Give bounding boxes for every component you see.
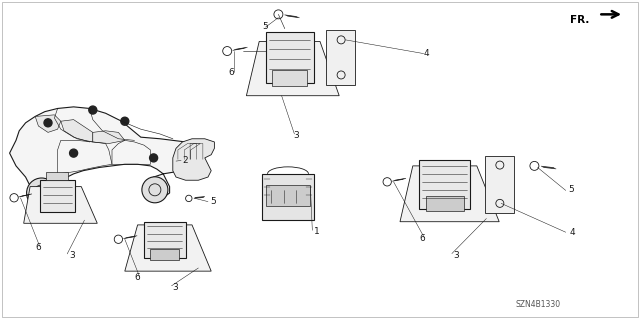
Polygon shape bbox=[125, 225, 211, 271]
Polygon shape bbox=[10, 107, 205, 198]
Text: 6: 6 bbox=[36, 243, 41, 252]
Circle shape bbox=[44, 119, 52, 127]
Text: 3: 3 bbox=[453, 251, 458, 260]
Polygon shape bbox=[150, 249, 179, 260]
Text: 4: 4 bbox=[424, 49, 429, 58]
Polygon shape bbox=[182, 147, 205, 167]
Polygon shape bbox=[93, 131, 125, 144]
Polygon shape bbox=[40, 180, 75, 212]
Circle shape bbox=[121, 117, 129, 125]
Circle shape bbox=[89, 106, 97, 114]
Text: SZN4B1330: SZN4B1330 bbox=[515, 300, 560, 309]
Polygon shape bbox=[419, 160, 470, 209]
Polygon shape bbox=[61, 120, 93, 142]
Polygon shape bbox=[266, 32, 314, 83]
Text: 2: 2 bbox=[182, 156, 188, 165]
Polygon shape bbox=[24, 187, 97, 223]
Text: FR.: FR. bbox=[570, 15, 589, 25]
Text: 6: 6 bbox=[420, 234, 425, 243]
Text: 4: 4 bbox=[570, 228, 575, 237]
Text: 3: 3 bbox=[294, 131, 299, 140]
Polygon shape bbox=[35, 115, 61, 132]
Circle shape bbox=[150, 154, 157, 162]
Polygon shape bbox=[173, 139, 214, 180]
Text: 6: 6 bbox=[135, 273, 140, 282]
Text: 5: 5 bbox=[263, 22, 268, 31]
Polygon shape bbox=[262, 174, 314, 220]
Polygon shape bbox=[426, 196, 464, 211]
Text: 5: 5 bbox=[210, 197, 216, 206]
Text: 1: 1 bbox=[314, 227, 319, 236]
Text: 3: 3 bbox=[172, 283, 177, 292]
Polygon shape bbox=[400, 166, 499, 222]
Text: 5: 5 bbox=[568, 185, 574, 194]
Circle shape bbox=[142, 177, 168, 203]
Polygon shape bbox=[246, 41, 339, 96]
Circle shape bbox=[70, 149, 77, 157]
Polygon shape bbox=[326, 30, 355, 85]
Text: 3: 3 bbox=[69, 251, 74, 260]
Polygon shape bbox=[266, 185, 310, 206]
Polygon shape bbox=[272, 70, 307, 86]
Polygon shape bbox=[144, 222, 186, 258]
Polygon shape bbox=[46, 172, 68, 180]
Polygon shape bbox=[485, 156, 514, 213]
Text: 6: 6 bbox=[229, 68, 234, 77]
Circle shape bbox=[27, 178, 56, 208]
